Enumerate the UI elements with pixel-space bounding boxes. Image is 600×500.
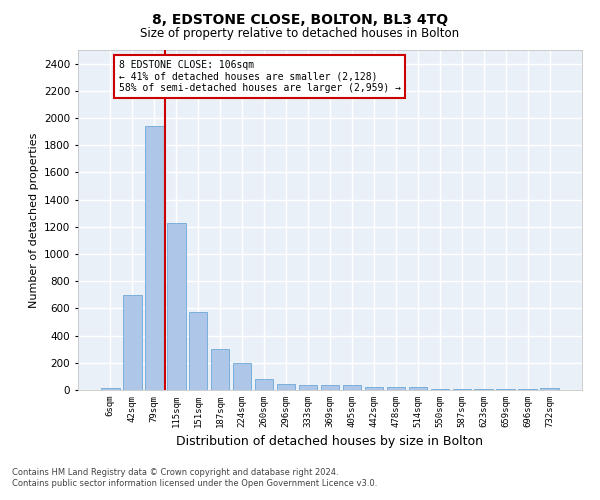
Text: Contains HM Land Registry data © Crown copyright and database right 2024.
Contai: Contains HM Land Registry data © Crown c… [12, 468, 377, 487]
Bar [101, 388, 119, 390]
Bar [320, 385, 340, 390]
Bar [145, 126, 164, 390]
Y-axis label: Number of detached properties: Number of detached properties [29, 132, 38, 308]
Bar [233, 363, 251, 390]
Bar [123, 295, 142, 390]
Bar [167, 224, 185, 390]
Text: 8 EDSTONE CLOSE: 106sqm
← 41% of detached houses are smaller (2,128)
58% of semi: 8 EDSTONE CLOSE: 106sqm ← 41% of detache… [119, 60, 401, 92]
Bar [255, 379, 274, 390]
Bar [189, 312, 208, 390]
Bar [343, 385, 361, 390]
Bar [277, 384, 295, 390]
Text: Size of property relative to detached houses in Bolton: Size of property relative to detached ho… [140, 28, 460, 40]
Bar [409, 388, 427, 390]
X-axis label: Distribution of detached houses by size in Bolton: Distribution of detached houses by size … [176, 436, 484, 448]
Bar [299, 385, 317, 390]
Bar [365, 386, 383, 390]
Text: 8, EDSTONE CLOSE, BOLTON, BL3 4TQ: 8, EDSTONE CLOSE, BOLTON, BL3 4TQ [152, 12, 448, 26]
Bar [386, 388, 405, 390]
Bar [211, 348, 229, 390]
Bar [541, 388, 559, 390]
